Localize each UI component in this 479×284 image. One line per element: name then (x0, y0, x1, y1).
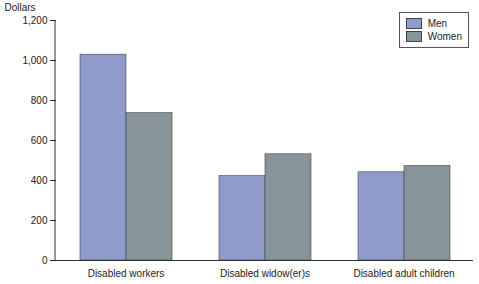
html-text:Men: Men (427, 18, 448, 29)
svg-text:400: 400 (31, 175, 48, 186)
svg-text:800: 800 (31, 95, 48, 106)
svg-text:1,200: 1,200 (22, 15, 47, 26)
html-text:Women: Women (427, 31, 462, 42)
svg-text:0: 0 (42, 255, 48, 266)
svg-text:1,000: 1,000 (22, 55, 47, 66)
svg-text:Disabled widow(er)s: Disabled widow(er)s (220, 268, 310, 279)
svg-text:600: 600 (31, 135, 48, 146)
svg-text:Disabled adult children: Disabled adult children (353, 268, 454, 279)
svg-text:Disabled workers: Disabled workers (88, 268, 165, 279)
svg-text:Dollars: Dollars (5, 2, 36, 13)
svg-text:200: 200 (31, 215, 48, 226)
